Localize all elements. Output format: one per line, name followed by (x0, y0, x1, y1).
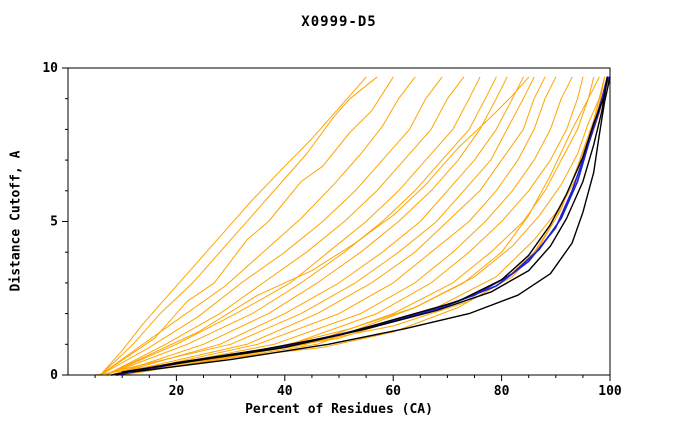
series-line-orange-01 (100, 76, 367, 376)
y-tick-label: 10 (42, 61, 58, 76)
series-line-orange-19 (94, 76, 606, 376)
series-line-black-01 (110, 76, 608, 376)
x-tick-label: 100 (598, 384, 622, 399)
series-line-orange-14 (116, 76, 584, 376)
series-line-orange-10 (110, 76, 535, 373)
series-line-orange-20 (100, 76, 394, 376)
x-tick-label: 80 (494, 384, 510, 399)
series-line-orange-07 (105, 76, 497, 376)
series-line-orange-11 (110, 76, 546, 376)
x-tick-label: 20 (169, 384, 185, 399)
series-line-black-02 (121, 76, 608, 373)
y-tick-label: 5 (50, 215, 58, 230)
series-line-orange-06 (105, 76, 481, 376)
series-line-orange-02 (100, 76, 378, 376)
series-line-orange-22 (127, 76, 600, 373)
x-tick-label: 60 (385, 384, 401, 399)
series-line-orange-08 (110, 76, 508, 376)
y-tick-label: 0 (50, 368, 58, 383)
series-line-orange-16 (121, 76, 606, 376)
series-line-orange-03 (100, 76, 416, 376)
series-line-orange-04 (100, 76, 443, 376)
series-line-orange-12 (116, 76, 557, 376)
chart-title: X0999-D5 (301, 14, 377, 30)
series-line-orange-21 (105, 76, 530, 376)
series-line-orange-09 (110, 76, 524, 376)
x-tick-label: 40 (277, 384, 293, 399)
series-line-orange-05 (105, 76, 465, 376)
x-axis-title: Percent of Residues (CA) (245, 402, 433, 417)
series-line-black-03 (132, 76, 611, 373)
series-line-orange-13 (116, 76, 573, 376)
